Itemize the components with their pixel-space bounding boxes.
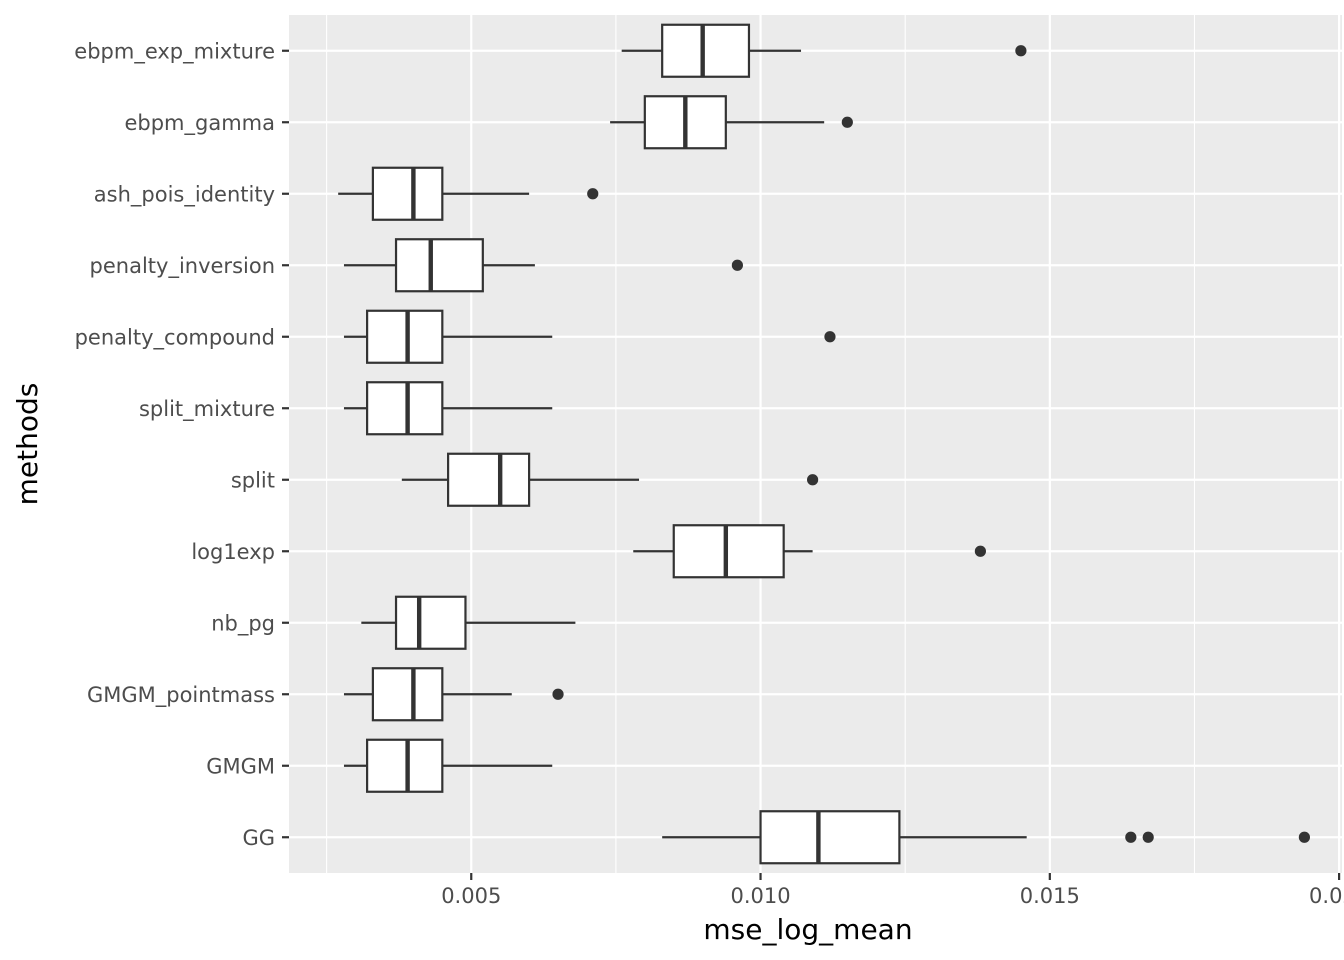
outlier-point bbox=[824, 331, 836, 343]
y-axis-title: methods bbox=[11, 383, 44, 506]
y-tick-label: penalty_compound bbox=[75, 325, 275, 350]
box-iqr bbox=[366, 738, 444, 793]
box-iqr bbox=[672, 524, 785, 579]
box-iqr bbox=[661, 23, 751, 78]
box-iqr bbox=[366, 309, 444, 364]
minor-gridlines bbox=[326, 15, 1196, 873]
x-tick-label: 0.005 bbox=[441, 884, 501, 908]
y-tick-label: ebpm_exp_mixture bbox=[74, 39, 275, 64]
x-axis-title: mse_log_mean bbox=[703, 913, 912, 946]
y-tick-label: log1exp bbox=[191, 540, 275, 564]
box-iqr bbox=[394, 595, 467, 650]
outlier-point bbox=[731, 259, 743, 271]
box-split bbox=[401, 452, 819, 507]
box-nb_pg bbox=[361, 595, 576, 650]
box-iqr bbox=[366, 381, 444, 436]
outlier-point bbox=[807, 474, 819, 486]
outlier-point bbox=[1298, 831, 1310, 843]
outlier-point bbox=[1142, 831, 1154, 843]
box-iqr bbox=[371, 667, 444, 722]
outlier-point bbox=[587, 188, 599, 200]
y-axis: ebpm_exp_mixture ebpm_gamma ash_pois_ident… bbox=[74, 39, 289, 850]
box-series bbox=[338, 23, 1310, 865]
y-tick-label: ash_pois_identity bbox=[94, 182, 275, 207]
y-tick-label: penalty_inversion bbox=[90, 254, 275, 279]
y-tick-label: split_mixture bbox=[139, 397, 275, 422]
box-GG bbox=[662, 810, 1310, 865]
outlier-point bbox=[1125, 831, 1137, 843]
outlier-point bbox=[1015, 45, 1027, 57]
box-log1exp bbox=[633, 524, 986, 579]
y-tick-label: ebpm_gamma bbox=[124, 111, 275, 136]
y-tick-label: GG bbox=[242, 826, 275, 850]
x-tick-label: 0.015 bbox=[1020, 884, 1080, 908]
box-iqr bbox=[447, 452, 531, 507]
box-penalty_inversion bbox=[343, 238, 743, 293]
box-GMGM_pointmass bbox=[343, 667, 564, 722]
x-tick-label: 0.020 bbox=[1309, 884, 1344, 908]
box-GMGM bbox=[343, 738, 553, 793]
plot-panel bbox=[289, 15, 1342, 873]
y-tick-label: nb_pg bbox=[211, 611, 275, 636]
box-iqr bbox=[394, 238, 484, 293]
outlier-point bbox=[841, 116, 853, 128]
x-axis: 0.005 0.010 0.015 0.020 bbox=[441, 873, 1344, 908]
box-ash_pois_identity bbox=[338, 166, 599, 221]
box-penalty_compound bbox=[343, 309, 836, 364]
box-split_mixture bbox=[343, 381, 553, 436]
y-tick-label: split bbox=[231, 468, 275, 492]
x-tick-label: 0.010 bbox=[730, 884, 790, 908]
box-ebpm_gamma bbox=[610, 95, 853, 150]
y-tick-label: GMGM bbox=[206, 754, 275, 778]
outlier-point bbox=[974, 545, 986, 557]
box-ebpm_exp_mixture bbox=[621, 23, 1027, 78]
outlier-point bbox=[552, 688, 564, 700]
box-iqr bbox=[759, 810, 901, 865]
box-iqr bbox=[371, 166, 444, 221]
y-tick-label: GMGM_pointmass bbox=[87, 683, 275, 708]
